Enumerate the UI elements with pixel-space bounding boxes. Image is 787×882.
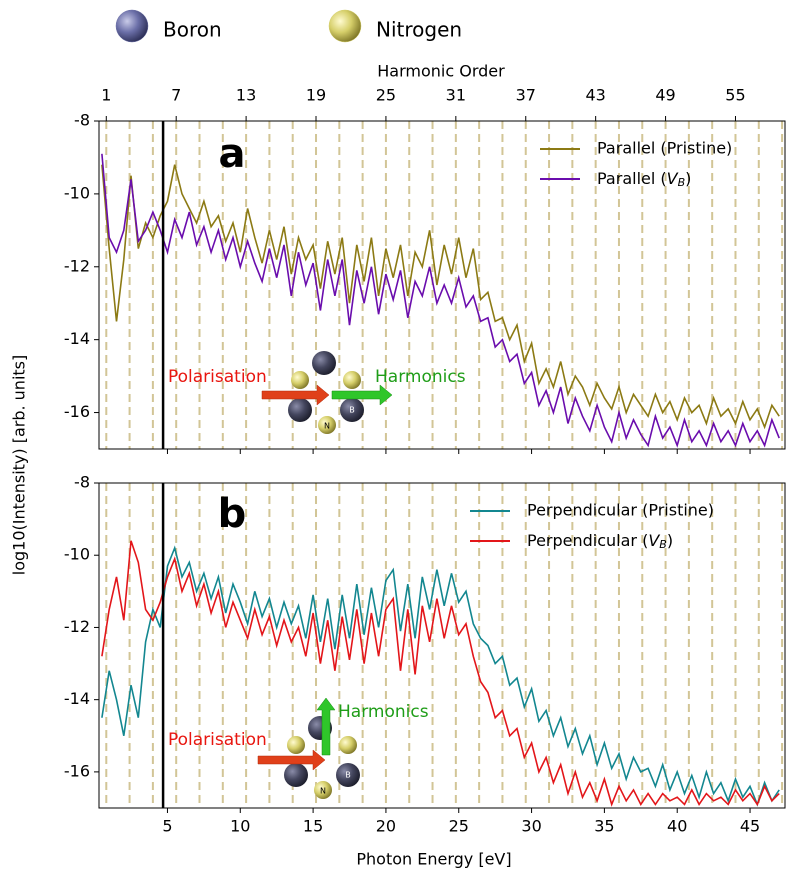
atom [318, 416, 336, 434]
annotation: Polarisation [168, 730, 267, 750]
atom [336, 763, 360, 787]
atom [288, 398, 312, 422]
series-line [101, 164, 780, 430]
plot-area [101, 540, 780, 807]
plot-area [101, 153, 780, 448]
atom-icon [115, 9, 149, 43]
atom-tag: B [349, 406, 355, 415]
atom [291, 371, 309, 389]
x-tick-label: 45 [740, 817, 760, 836]
polarisation-arrow [257, 749, 326, 771]
legend-label: Parallel (Pristine) [597, 139, 732, 158]
x-tick-label: 15 [303, 817, 323, 836]
y-tick-label: -14 [64, 329, 90, 348]
y-tick-label: -10 [64, 183, 90, 202]
y-tick-label: -8 [74, 473, 90, 492]
panel-label: b [218, 491, 247, 537]
x2-tick-label: 37 [516, 86, 536, 105]
x2-tick-label: 49 [655, 86, 675, 105]
atom-label: Boron [163, 18, 222, 42]
series-line [101, 153, 780, 448]
atom [343, 371, 361, 389]
annotation: Harmonics [375, 367, 466, 387]
harmonics-arrow [331, 384, 393, 406]
x-tick-label: 35 [594, 817, 614, 836]
x2-tick-label: 1 [101, 86, 111, 105]
y-tick-label: -14 [64, 689, 90, 708]
y-tick-label: -10 [64, 545, 90, 564]
panel-label: a [219, 131, 246, 177]
x-tick-label: 30 [521, 817, 541, 836]
x-tick-label: 40 [667, 817, 687, 836]
atom [339, 736, 357, 754]
x2-tick-label: 25 [376, 86, 396, 105]
annotation: Harmonics [338, 702, 429, 722]
atom-label: Nitrogen [376, 18, 462, 42]
atom-tag: B [345, 771, 351, 780]
series-line [101, 540, 780, 807]
axes-frame [98, 482, 786, 809]
x2-axis-label: Harmonic Order [377, 62, 505, 81]
x-tick-label: 20 [376, 817, 396, 836]
y-tick-label: -16 [64, 402, 90, 421]
polarisation-arrow [261, 384, 330, 406]
legend-label: Perpendicular (VB) [527, 531, 673, 552]
legend-label: Perpendicular (Pristine) [527, 501, 714, 520]
x2-tick-label: 55 [725, 86, 745, 105]
annotation: Polarisation [168, 367, 267, 387]
atom-icon [328, 9, 362, 43]
x2-tick-label: 43 [585, 86, 605, 105]
legend-label: Parallel (VB) [597, 169, 691, 190]
x2-tick-label: 19 [306, 86, 326, 105]
x-tick-label: 25 [449, 817, 469, 836]
y-tick-label: -16 [64, 761, 90, 780]
axes-frame [98, 120, 786, 450]
x-tick-label: 5 [162, 817, 172, 836]
y-axis-label: log10(Intensity) [arb. units] [10, 355, 29, 576]
x2-tick-label: 13 [236, 86, 256, 105]
atom [287, 736, 305, 754]
atom [312, 351, 336, 375]
x2-tick-label: 7 [171, 86, 181, 105]
y-tick-label: -12 [64, 256, 90, 275]
series-line [101, 545, 780, 807]
y-tick-label: -8 [74, 111, 90, 130]
x-axis-label: Photon Energy [eV] [356, 850, 511, 869]
x-tick-label: 10 [230, 817, 250, 836]
harmonics-arrow [316, 697, 336, 756]
atom [314, 781, 332, 799]
atom-tag: N [324, 422, 330, 431]
x2-tick-label: 31 [446, 86, 466, 105]
atom [284, 763, 308, 787]
y-tick-label: -12 [64, 617, 90, 636]
atom [340, 398, 364, 422]
atom-tag: N [320, 787, 326, 796]
